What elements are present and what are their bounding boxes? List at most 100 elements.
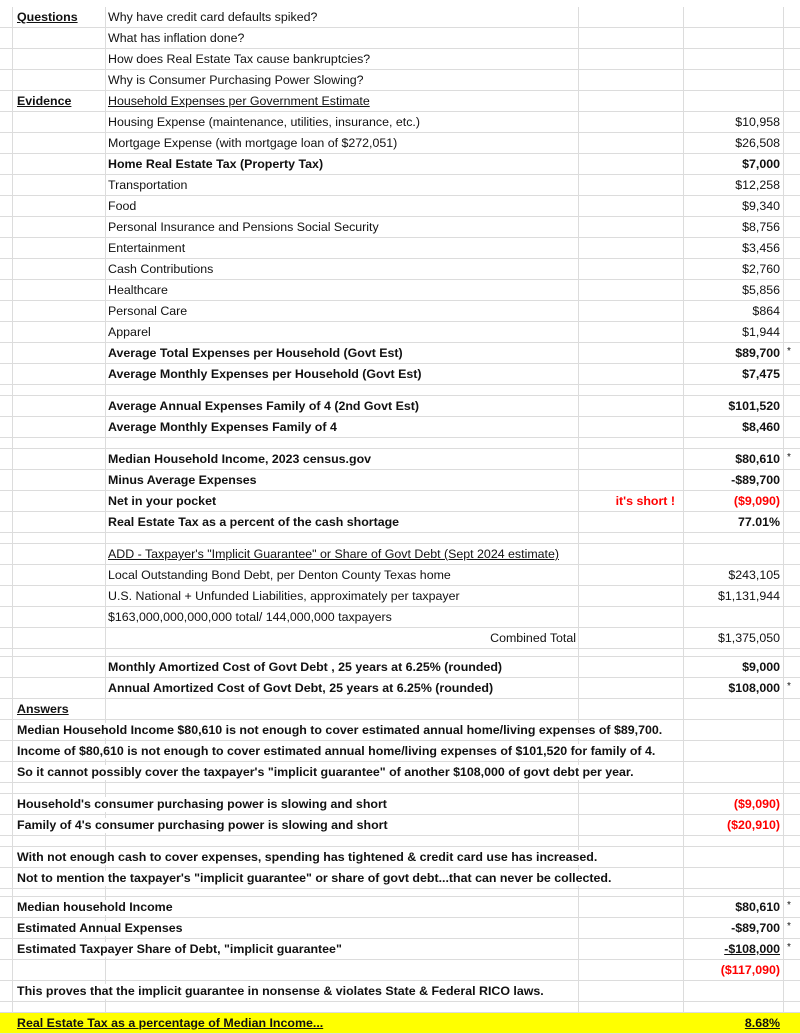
combined-total-value: $1,375,050 bbox=[717, 631, 780, 645]
expense-value: $5,856 bbox=[742, 283, 780, 297]
expense-value: $2,760 bbox=[742, 262, 780, 276]
asterisk-mark: * bbox=[787, 921, 791, 932]
expense-value: $7,000 bbox=[742, 157, 780, 171]
expense-row[interactable]: Cash Contributions $2,760 bbox=[0, 259, 800, 280]
answers-label: Answers bbox=[17, 702, 69, 716]
avg-total-value: $89,700 bbox=[735, 346, 780, 360]
expense-label: Cash Contributions bbox=[108, 262, 214, 276]
question: What has inflation done? bbox=[108, 31, 245, 45]
local-debt-label: Local Outstanding Bond Debt, per Denton … bbox=[108, 568, 451, 582]
spacer-row bbox=[0, 1002, 800, 1013]
final-highlight-row[interactable]: Real Estate Tax as a percentage of Media… bbox=[0, 1013, 800, 1034]
household-short-label: Household's consumer purchasing power is… bbox=[17, 797, 391, 812]
expense-row[interactable]: Housing Expense (maintenance, utilities,… bbox=[0, 112, 800, 133]
avg-monthly-value: $7,475 bbox=[742, 367, 780, 381]
tax-pct-shortage-label: Real Estate Tax as a percent of the cash… bbox=[108, 515, 400, 529]
expense-value: $26,508 bbox=[735, 136, 780, 150]
answer-line-row[interactable]: Median Household Income $80,610 is not e… bbox=[0, 720, 800, 741]
row-question-2[interactable]: What has inflation done? bbox=[0, 28, 800, 49]
debt-heading-row[interactable]: ADD - Taxpayer's "Implicit Guarantee" or… bbox=[0, 544, 800, 565]
net-row[interactable]: Net in your pocket it's short ! ($9,090) bbox=[0, 491, 800, 512]
note-row[interactable]: With not enough cash to cover expenses, … bbox=[0, 847, 800, 868]
expense-row[interactable]: Apparel $1,944 bbox=[0, 322, 800, 343]
avg-monthly-row[interactable]: Average Monthly Expenses per Household (… bbox=[0, 364, 800, 385]
spacer-row bbox=[0, 783, 800, 794]
debt-calc: $163,000,000,000,000 total/ 144,000,000 … bbox=[108, 610, 392, 624]
minus-expenses-label: Minus Average Expenses bbox=[108, 473, 257, 487]
median-income-label: Median Household Income, 2023 census.gov bbox=[108, 452, 372, 466]
national-debt-row[interactable]: U.S. National + Unfunded Liabilities, ap… bbox=[0, 586, 800, 607]
family-annual-label: Average Annual Expenses Family of 4 (2nd… bbox=[108, 399, 419, 413]
answers-row[interactable]: Answers bbox=[0, 699, 800, 720]
summary-total-row[interactable]: ($117,090) bbox=[0, 960, 800, 981]
family-annual-value: $101,520 bbox=[728, 399, 780, 413]
expense-value: $12,258 bbox=[735, 178, 780, 192]
annual-amortized-row[interactable]: Annual Amortized Cost of Govt Debt, 25 y… bbox=[0, 678, 800, 699]
spacer-row bbox=[0, 836, 800, 847]
spacer-row bbox=[0, 385, 800, 396]
expense-label: Personal Insurance and Pensions Social S… bbox=[108, 220, 379, 234]
annual-amortized-value: $108,000 bbox=[728, 681, 780, 695]
summary-value: -$89,700 bbox=[731, 921, 780, 935]
family-short-label: Family of 4's consumer purchasing power … bbox=[17, 818, 392, 833]
note-row[interactable]: Not to mention the taxpayer's "implicit … bbox=[0, 868, 800, 889]
expense-row[interactable]: Home Real Estate Tax (Property Tax) $7,00… bbox=[0, 154, 800, 175]
family-monthly-row[interactable]: Average Monthly Expenses Family of 4 $8,4… bbox=[0, 417, 800, 438]
summary-row[interactable]: Estimated Taxpayer Share of Debt, "impli… bbox=[0, 939, 800, 960]
local-debt-row[interactable]: Local Outstanding Bond Debt, per Denton … bbox=[0, 565, 800, 586]
summary-label: Estimated Annual Expenses bbox=[17, 921, 187, 936]
summary-row[interactable]: Median household Income $80,610 * bbox=[0, 897, 800, 918]
expense-row[interactable]: Entertainment $3,456 bbox=[0, 238, 800, 259]
row-question-3[interactable]: How does Real Estate Tax cause bankruptc… bbox=[0, 49, 800, 70]
minus-expenses-row[interactable]: Minus Average Expenses -$89,700 bbox=[0, 470, 800, 491]
expense-value: $8,756 bbox=[742, 220, 780, 234]
answer-line: Median Household Income $80,610 is not e… bbox=[17, 723, 667, 738]
note-line: With not enough cash to cover expenses, … bbox=[17, 850, 602, 865]
asterisk-mark: * bbox=[787, 942, 791, 953]
answer-line: Income of $80,610 is not enough to cover… bbox=[17, 744, 660, 759]
debt-calc-row[interactable]: $163,000,000,000,000 total/ 144,000,000 … bbox=[0, 607, 800, 628]
expense-label: Personal Care bbox=[108, 304, 188, 318]
expense-value: $864 bbox=[752, 304, 780, 318]
expense-row[interactable]: Personal Insurance and Pensions Social S… bbox=[0, 217, 800, 238]
note-line: Not to mention the taxpayer's "implicit … bbox=[17, 871, 616, 886]
expense-row[interactable]: Mortgage Expense (with mortgage loan of … bbox=[0, 133, 800, 154]
family-short-value: ($20,910) bbox=[726, 818, 780, 832]
evidence-heading: Household Expenses per Government Estima… bbox=[108, 94, 370, 108]
median-income-row[interactable]: Median Household Income, 2023 census.gov… bbox=[0, 449, 800, 470]
expense-row[interactable]: Food $9,340 bbox=[0, 196, 800, 217]
median-income-value: $80,610 bbox=[735, 452, 780, 466]
summary-total-value: ($117,090) bbox=[720, 963, 780, 977]
conclusion-row[interactable]: This proves that the implicit guarantee … bbox=[0, 981, 800, 1002]
combined-total-row[interactable]: Combined Total $1,375,050 bbox=[0, 628, 800, 649]
summary-row[interactable]: Estimated Annual Expenses -$89,700 * bbox=[0, 918, 800, 939]
expense-label: Entertainment bbox=[108, 241, 186, 255]
national-debt-label: U.S. National + Unfunded Liabilities, ap… bbox=[108, 589, 460, 603]
avg-total-label: Average Total Expenses per Household (Go… bbox=[108, 346, 403, 360]
expense-label: Healthcare bbox=[108, 283, 168, 297]
expense-row[interactable]: Transportation $12,258 bbox=[0, 175, 800, 196]
expense-value: $1,944 bbox=[742, 325, 780, 339]
minus-expenses-value: -$89,700 bbox=[731, 473, 780, 487]
avg-total-row[interactable]: Average Total Expenses per Household (Go… bbox=[0, 343, 800, 364]
household-short-row[interactable]: Household's consumer purchasing power is… bbox=[0, 794, 800, 815]
expense-row[interactable]: Healthcare $5,856 bbox=[0, 280, 800, 301]
short-note: it's short ! bbox=[615, 494, 675, 508]
family-annual-row[interactable]: Average Annual Expenses Family of 4 (2nd… bbox=[0, 396, 800, 417]
expense-row[interactable]: Personal Care $864 bbox=[0, 301, 800, 322]
row-question-1[interactable]: Questions Why have credit card defaults s… bbox=[0, 7, 800, 28]
summary-value: $80,610 bbox=[735, 900, 780, 914]
family-short-row[interactable]: Family of 4's consumer purchasing power … bbox=[0, 815, 800, 836]
combined-total-label: Combined Total bbox=[490, 631, 576, 645]
answer-line: So it cannot possibly cover the taxpayer… bbox=[17, 765, 638, 780]
monthly-amortized-row[interactable]: Monthly Amortized Cost of Govt Debt , 25… bbox=[0, 657, 800, 678]
expense-label: Transportation bbox=[108, 178, 188, 192]
row-evidence[interactable]: Evidence Household Expenses per Governmen… bbox=[0, 91, 800, 112]
avg-monthly-label: Average Monthly Expenses per Household (… bbox=[108, 367, 422, 381]
household-short-value: ($9,090) bbox=[733, 797, 780, 811]
answer-line-row[interactable]: So it cannot possibly cover the taxpayer… bbox=[0, 762, 800, 783]
answer-line-row[interactable]: Income of $80,610 is not enough to cover… bbox=[0, 741, 800, 762]
final-label: Real Estate Tax as a percentage of Media… bbox=[17, 1016, 324, 1031]
tax-pct-shortage-row[interactable]: Real Estate Tax as a percent of the cash… bbox=[0, 512, 800, 533]
row-question-4[interactable]: Why is Consumer Purchasing Power Slowing… bbox=[0, 70, 800, 91]
